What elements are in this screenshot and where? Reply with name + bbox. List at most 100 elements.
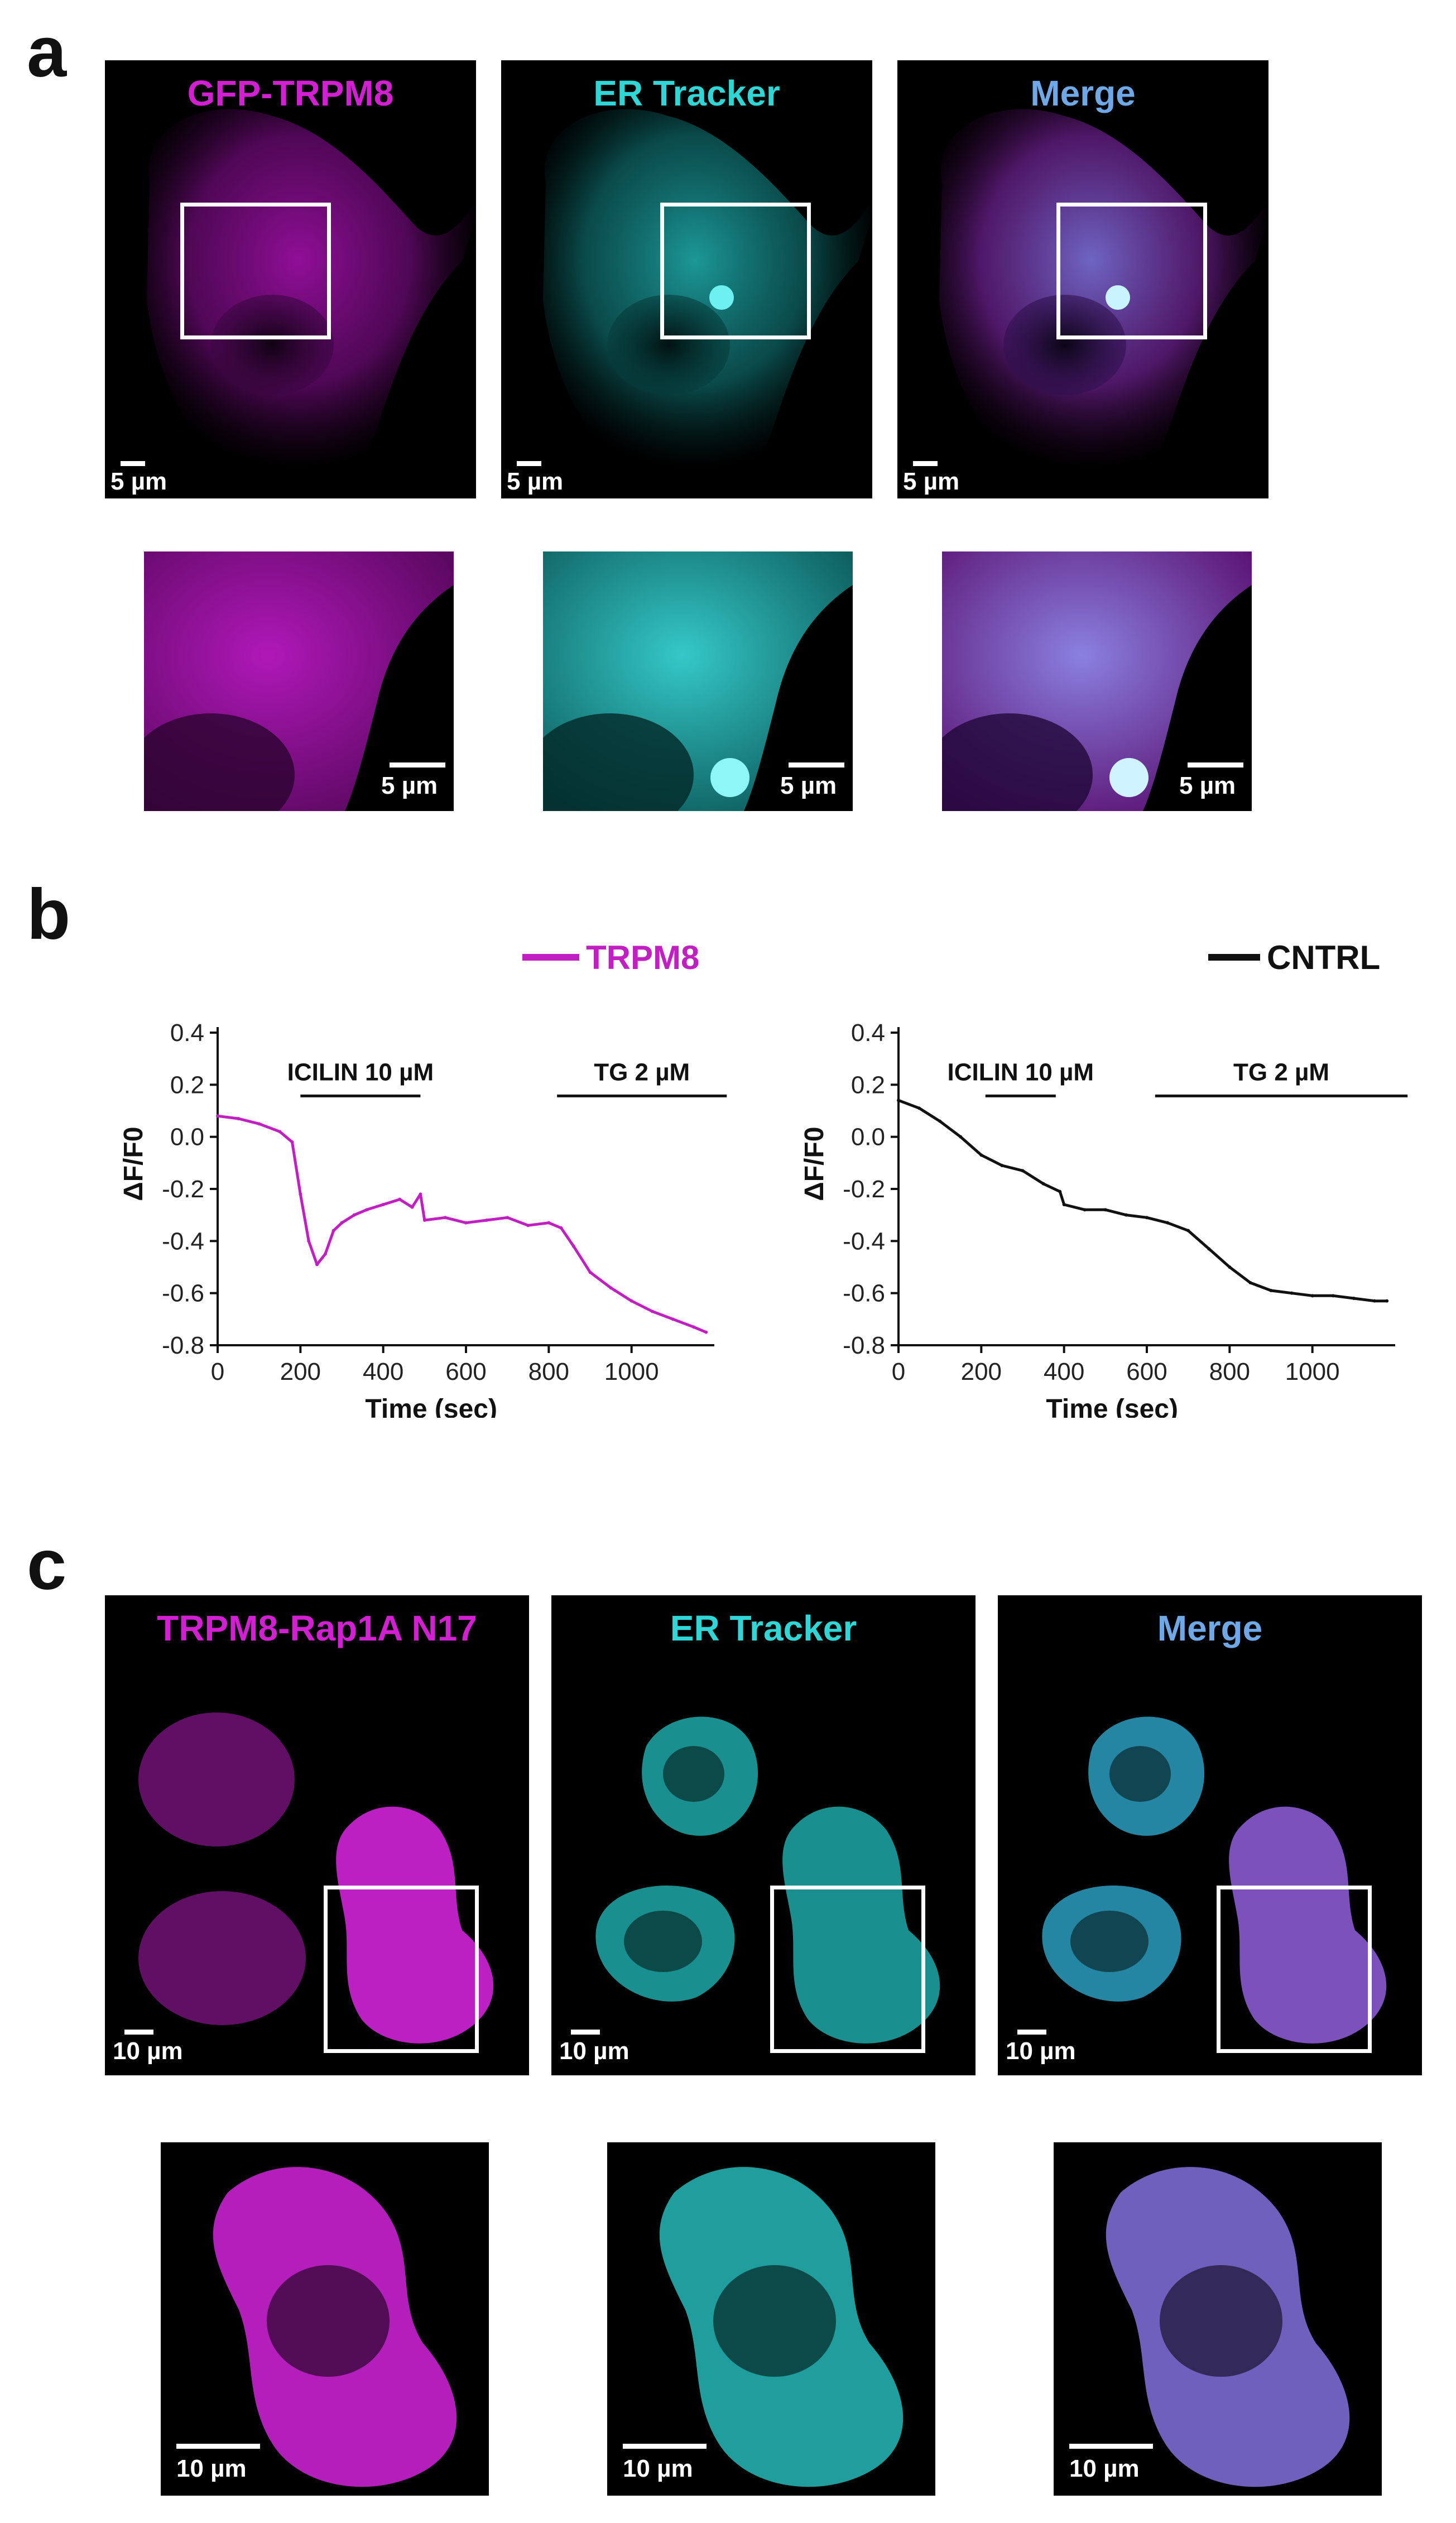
micrograph-gfp-trpm8: GFP-TRPM8 5 µm — [105, 60, 476, 498]
scale-label: 10 µm — [559, 2037, 630, 2065]
roi-box — [770, 1886, 925, 2053]
data-point — [422, 1219, 426, 1222]
roi-box — [180, 203, 331, 339]
scale-bar — [1069, 2444, 1153, 2449]
data-point — [237, 1117, 241, 1120]
y-tick-label: -0.6 — [843, 1280, 885, 1307]
data-point — [630, 1299, 633, 1303]
zoom-merge-c: 10 µm — [1054, 2142, 1382, 2496]
scale-bar — [390, 762, 445, 768]
data-point — [485, 1219, 489, 1222]
scale-bar — [176, 2444, 260, 2449]
micrograph-merge: Merge 5 µm — [897, 60, 1268, 498]
x-tick-label: 200 — [961, 1358, 1002, 1385]
data-point — [381, 1203, 385, 1206]
series-line — [217, 1114, 707, 1334]
x-tick-label: 400 — [363, 1358, 403, 1385]
scale-bar — [571, 2030, 600, 2035]
roi-box — [660, 203, 811, 339]
annotation-label: ICILIN 10 µM — [287, 1058, 434, 1086]
scale-bar — [623, 2444, 707, 2449]
data-point — [278, 1130, 282, 1134]
legend-label: TRPM8 — [586, 939, 699, 976]
data-point — [547, 1221, 551, 1225]
data-point — [464, 1221, 468, 1225]
data-point — [1058, 1189, 1062, 1193]
micrograph-trpm8-rap1a: TRPM8-Rap1A N17 10 µm — [105, 1595, 529, 2075]
zoom-image — [659, 2167, 904, 2487]
data-point — [1248, 1281, 1252, 1284]
x-tick-label: 800 — [528, 1358, 569, 1385]
y-tick-label: 0.4 — [170, 1019, 204, 1047]
data-point — [1021, 1169, 1025, 1173]
data-point — [419, 1192, 422, 1196]
cell-image — [138, 1713, 494, 2044]
data-point — [1269, 1289, 1273, 1292]
scale-bar — [789, 762, 844, 768]
data-point — [609, 1286, 613, 1290]
data-point — [216, 1114, 219, 1118]
scale-label: 5 µm — [1179, 772, 1236, 799]
data-point — [398, 1197, 402, 1201]
data-point — [897, 1099, 900, 1102]
scale-bar — [124, 2030, 153, 2035]
data-point — [588, 1270, 592, 1274]
data-point — [290, 1140, 294, 1144]
zoom-er-tracker-c: 10 µm — [607, 2142, 935, 2496]
data-point — [691, 1325, 695, 1329]
data-point — [1145, 1216, 1149, 1220]
roi-box — [1217, 1886, 1372, 2053]
plot-area: 0.4 0.2 0.0 -0.2 -0.4 -0.6 -0.8 0 200 400 600 800 10… — [804, 1019, 1408, 1418]
data-point — [1290, 1291, 1294, 1295]
zoom-image — [144, 551, 454, 811]
y-axis-label: ΔF/F0 — [123, 1127, 148, 1201]
x-tick-label: 200 — [280, 1358, 321, 1385]
data-point — [299, 1192, 302, 1196]
data-point — [1083, 1208, 1087, 1212]
data-point — [1372, 1299, 1376, 1303]
x-tick-label: 800 — [1209, 1358, 1250, 1385]
scale-label: 5 µm — [507, 468, 564, 495]
micrograph-er-tracker: ER Tracker 5 µm — [501, 60, 872, 498]
data-point — [1228, 1265, 1232, 1269]
micrograph-er-tracker-c: ER Tracker 10 µm — [551, 1595, 976, 2075]
roi-box — [1056, 203, 1207, 339]
data-point — [650, 1310, 654, 1313]
y-tick-label: -0.8 — [162, 1332, 204, 1359]
x-tick-label: 600 — [1126, 1358, 1167, 1385]
x-tick-label: 1000 — [604, 1358, 659, 1385]
y-tick-label: -0.4 — [843, 1227, 885, 1255]
data-point — [1352, 1297, 1356, 1300]
legend-label: CNTRL — [1267, 939, 1380, 976]
scale-label: 10 µm — [176, 2455, 247, 2482]
data-point — [559, 1226, 563, 1230]
chart-cntrl: CNTRL 0.4 0.2 0.0 -0.2 -0.4 -0.6 -0.8 0 200 400 60… — [804, 939, 1408, 1418]
annotation-label: TG 2 µM — [594, 1058, 690, 1086]
y-tick-label: 0.0 — [170, 1124, 204, 1151]
x-axis-label: Time (sec) — [1046, 1394, 1178, 1418]
legend-cntrl: CNTRL — [1208, 939, 1380, 976]
chart-trpm8: TRPM8 0.4 0.2 0.0 -0.2 -0.4 -0.6 -0.8 0 200 400 60… — [123, 939, 727, 1418]
x-tick-label: 600 — [445, 1358, 486, 1385]
channel-label: ER Tracker — [593, 73, 780, 113]
data-point — [1000, 1164, 1004, 1167]
channel-label: ER Tracker — [670, 1608, 857, 1648]
annotation-label: TG 2 µM — [1233, 1058, 1329, 1086]
x-tick-label: 0 — [211, 1358, 224, 1385]
y-axis-label: ΔF/F0 — [804, 1127, 829, 1201]
cell-image — [1042, 1716, 1387, 2044]
data-point — [671, 1317, 675, 1321]
legend-trpm8: TRPM8 — [522, 939, 699, 976]
data-point — [506, 1216, 510, 1220]
x-axis-label: Time (sec) — [365, 1394, 497, 1418]
scale-label: 5 µm — [903, 468, 960, 495]
data-point — [571, 1244, 575, 1248]
data-point — [1310, 1294, 1314, 1298]
scale-bar — [1017, 2030, 1046, 2035]
zoom-gfp-trpm8: 5 µm — [144, 551, 454, 811]
channel-label: Merge — [1030, 73, 1136, 113]
data-point — [323, 1252, 327, 1256]
zoom-image — [543, 551, 853, 811]
zoom-merge: 5 µm — [942, 551, 1252, 811]
scale-bar — [913, 461, 938, 466]
